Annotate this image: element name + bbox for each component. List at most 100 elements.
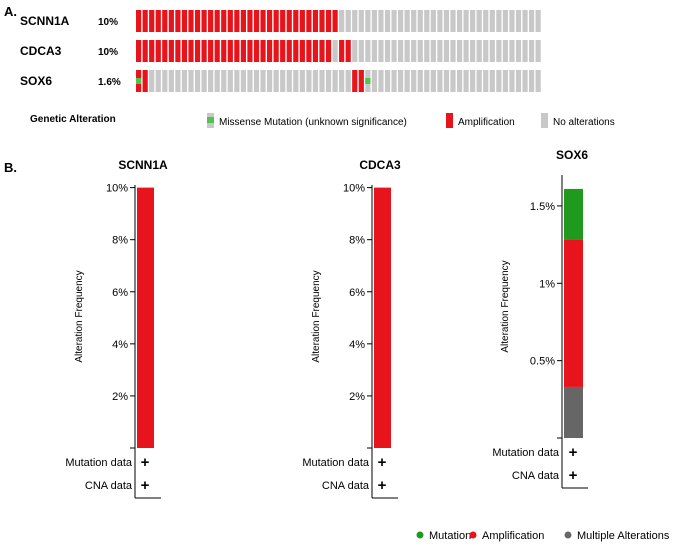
oncoprint-cell-amplification: [155, 10, 161, 32]
oncoprint-cell-amplification: [332, 10, 338, 32]
oncoprint-cell: [293, 70, 299, 92]
oncoprint-cell-amplification: [280, 40, 286, 62]
oncoprint-cell: [371, 10, 377, 32]
chart-title: CDCA3: [359, 158, 401, 172]
oncoprint-cell: [417, 40, 423, 62]
oncoprint-cell-mutation: [365, 78, 371, 84]
oncoprint-cell: [260, 70, 266, 92]
oncoprint-cell: [502, 40, 508, 62]
oncoprint-cell: [476, 70, 482, 92]
oncoprint-cell: [470, 10, 476, 32]
row-mark-plus: +: [569, 467, 578, 484]
oncoprint-cell-amplification: [227, 10, 233, 32]
oncoprint-cell-amplification: [181, 10, 188, 32]
oncoprint-cell: [417, 10, 423, 32]
oncoprint-cell: [384, 10, 391, 32]
oncoprint-cell-amplification: [149, 40, 155, 62]
oncoprint-cell: [155, 70, 161, 92]
oncoprint-cell: [345, 10, 351, 32]
oncoprint-cell: [325, 70, 332, 92]
oncoprint-cell: [332, 40, 338, 62]
oncoprint-cell: [280, 70, 286, 92]
row-mark-plus: +: [569, 444, 578, 461]
oncoprint-cell: [299, 70, 305, 92]
oncoprint-cell: [535, 10, 541, 32]
oncoprint-cell: [398, 70, 404, 92]
oncoprint-cell-amplification: [136, 10, 142, 32]
oncoprint-cell: [502, 10, 508, 32]
legend-label: Mutation: [429, 530, 471, 542]
oncoprint-cell: [456, 70, 463, 92]
tick-label: 10%: [343, 183, 365, 195]
legend-missense-label: Missense Mutation (unknown significance): [219, 117, 407, 128]
oncoprint-cell-amplification: [345, 40, 351, 62]
legend-marker-multiple: [564, 531, 572, 539]
chart-legend: Mutation Amplification Multiple Alteration…: [416, 530, 670, 542]
oncoprint-cell: [378, 10, 384, 32]
oncoprint-cell-amplification: [299, 40, 305, 62]
oncoprint-cell: [411, 10, 417, 32]
oncoprint-cell: [175, 70, 181, 92]
oncoprint-cell: [319, 70, 325, 92]
row-mark-plus: +: [141, 477, 150, 494]
oncoprint-cell-amplification: [240, 10, 246, 32]
oncoprint-cell-amplification: [208, 10, 214, 32]
oncoprint-cell-amplification: [155, 40, 161, 62]
oncoprint-cell-amplification: [142, 70, 148, 92]
oncoprint-cell-amplification: [339, 40, 345, 62]
tick-label: 1%: [539, 278, 555, 290]
oncoprint-cell: [496, 10, 502, 32]
oncoprint-cell-amplification: [260, 40, 266, 62]
oncoprint-cell-amplification: [168, 10, 174, 32]
legend-label: Amplification: [482, 530, 544, 542]
oncoprint-cell-amplification: [352, 70, 358, 92]
oncoprint-cell: [496, 40, 502, 62]
oncoprint-cell: [149, 70, 155, 92]
oncoprint-cell-amplification: [306, 40, 312, 62]
row-label: Mutation data: [302, 457, 370, 469]
oncoprint-cell: [463, 70, 469, 92]
bar-segment-amplification: [564, 239, 583, 387]
oncoprint-cell-amplification: [312, 10, 319, 32]
oncoprint-cell-amplification: [194, 40, 201, 62]
oncoprint-cell: [529, 40, 535, 62]
oncoprint-cell: [535, 70, 541, 92]
oncoprint-cell: [332, 70, 338, 92]
oncoprint-cell-amplification: [175, 40, 181, 62]
oncoprint-cell: [352, 10, 358, 32]
oncoprint-cell: [522, 70, 528, 92]
oncoprint-cell-amplification: [149, 10, 155, 32]
tick-label: 6%: [112, 287, 128, 299]
oncoprint-cell: [424, 70, 430, 92]
oncoprint-cell: [181, 70, 188, 92]
oncoprint-cell: [489, 70, 495, 92]
oncoprint-cell-amplification: [253, 40, 260, 62]
oncoprint-cell: [456, 40, 463, 62]
row-mark-plus: +: [378, 477, 387, 494]
oncoprint-cell-amplification: [194, 10, 201, 32]
oncoprint-cell: [424, 40, 430, 62]
oncoprint-cell: [443, 10, 450, 32]
oncoprint-cell: [450, 70, 456, 92]
bar-segment-amplification: [137, 187, 154, 449]
oncoprint-cell: [509, 10, 515, 32]
oncoprint-cell: [509, 70, 515, 92]
bar-charts: SCNN1A Alteration Frequency 2% 4% 6% 8% 10% Mut…: [65, 148, 588, 499]
bar-segment-multiple-alterations: [564, 386, 583, 438]
bar-segment-mutation: [564, 188, 583, 240]
tick-label: 0.5%: [530, 356, 555, 368]
oncoprint-gene-label: SCNN1A: [20, 14, 70, 28]
oncoprint-gene-label: SOX6: [20, 74, 52, 88]
oncoprint-cell-amplification: [221, 10, 227, 32]
oncoprint-cell: [358, 40, 364, 62]
row-label: Mutation data: [492, 447, 560, 459]
oncoprint-cell-amplification: [214, 10, 220, 32]
panel-a-label: A.: [4, 4, 17, 19]
oncoprint-cell: [529, 10, 535, 32]
oncoprint-cell-amplification: [247, 40, 253, 62]
tick-label: 8%: [349, 235, 365, 247]
oncoprint-cell: [463, 40, 469, 62]
oncoprint-cell: [463, 10, 469, 32]
